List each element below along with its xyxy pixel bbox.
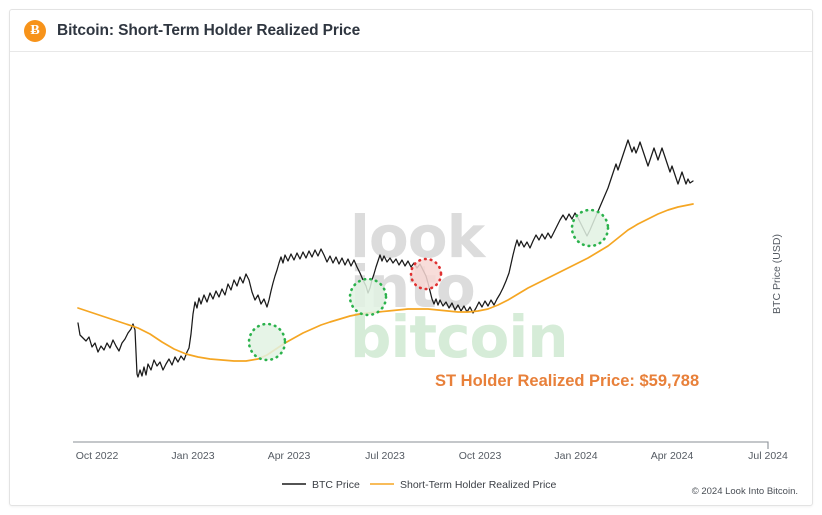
legend: BTC Price Short-Term Holder Realized Pri… bbox=[282, 479, 557, 491]
copyright-footer: © 2024 Look Into Bitcoin. bbox=[691, 486, 798, 497]
marker-ring-support-bounce-3 bbox=[570, 208, 610, 248]
marker-ring-support-bounce-1 bbox=[348, 277, 388, 317]
data-series-group bbox=[77, 139, 694, 378]
marker-fill-1 bbox=[350, 279, 386, 315]
x-axis bbox=[73, 441, 769, 449]
x-axis-tick-0: Oct 2022 bbox=[76, 450, 119, 462]
y-axis-label: BTC Price (USD) bbox=[771, 234, 783, 314]
watermark: look into bitcoin bbox=[350, 203, 569, 371]
x-axis-tick-1: Jan 2023 bbox=[171, 450, 214, 462]
realized-price-annotation: ST Holder Realized Price: $59,788 bbox=[435, 372, 699, 390]
legend-label-btc-price: BTC Price bbox=[312, 479, 360, 491]
x-axis-tick-6: Apr 2024 bbox=[651, 450, 694, 462]
page-title: Bitcoin: Short-Term Holder Realized Pric… bbox=[57, 21, 361, 39]
series-line-btc-price bbox=[77, 139, 694, 378]
bitcoin-icon: Ƀ bbox=[24, 19, 46, 42]
marker-ring-breakdown-2 bbox=[409, 257, 443, 291]
x-axis-tick-5: Jan 2024 bbox=[554, 450, 597, 462]
marker-ring-support-bounce-0 bbox=[247, 322, 287, 362]
chart-plot-area: look into bitcoin Oct 2022 Jan 2023 Apr 20… bbox=[10, 52, 812, 497]
x-axis-tick-labels: Oct 2022 Jan 2023 Apr 2023 Jul 2023 Oct 2023… bbox=[76, 450, 788, 462]
x-axis-tick-4: Oct 2023 bbox=[459, 450, 502, 462]
watermark-line-3: bitcoin bbox=[350, 303, 568, 371]
x-axis-tick-3: Jul 2023 bbox=[365, 450, 405, 462]
card-header: Ƀ Bitcoin: Short-Term Holder Realized Pr… bbox=[10, 10, 812, 52]
x-axis-tick-2: Apr 2023 bbox=[268, 450, 311, 462]
marker-fill-3 bbox=[572, 210, 608, 246]
legend-label-realized-price: Short-Term Holder Realized Price bbox=[400, 479, 557, 491]
x-axis-tick-7: Jul 2024 bbox=[748, 450, 788, 462]
price-chart-svg: look into bitcoin Oct 2022 Jan 2023 Apr 20… bbox=[73, 139, 788, 491]
marker-fill-2 bbox=[411, 259, 441, 289]
series-line-realized-price bbox=[77, 203, 694, 362]
marker-fill-0 bbox=[249, 324, 285, 360]
chart-card: Ƀ Bitcoin: Short-Term Holder Realized Pr… bbox=[9, 9, 813, 506]
highlight-markers-group bbox=[247, 208, 610, 362]
